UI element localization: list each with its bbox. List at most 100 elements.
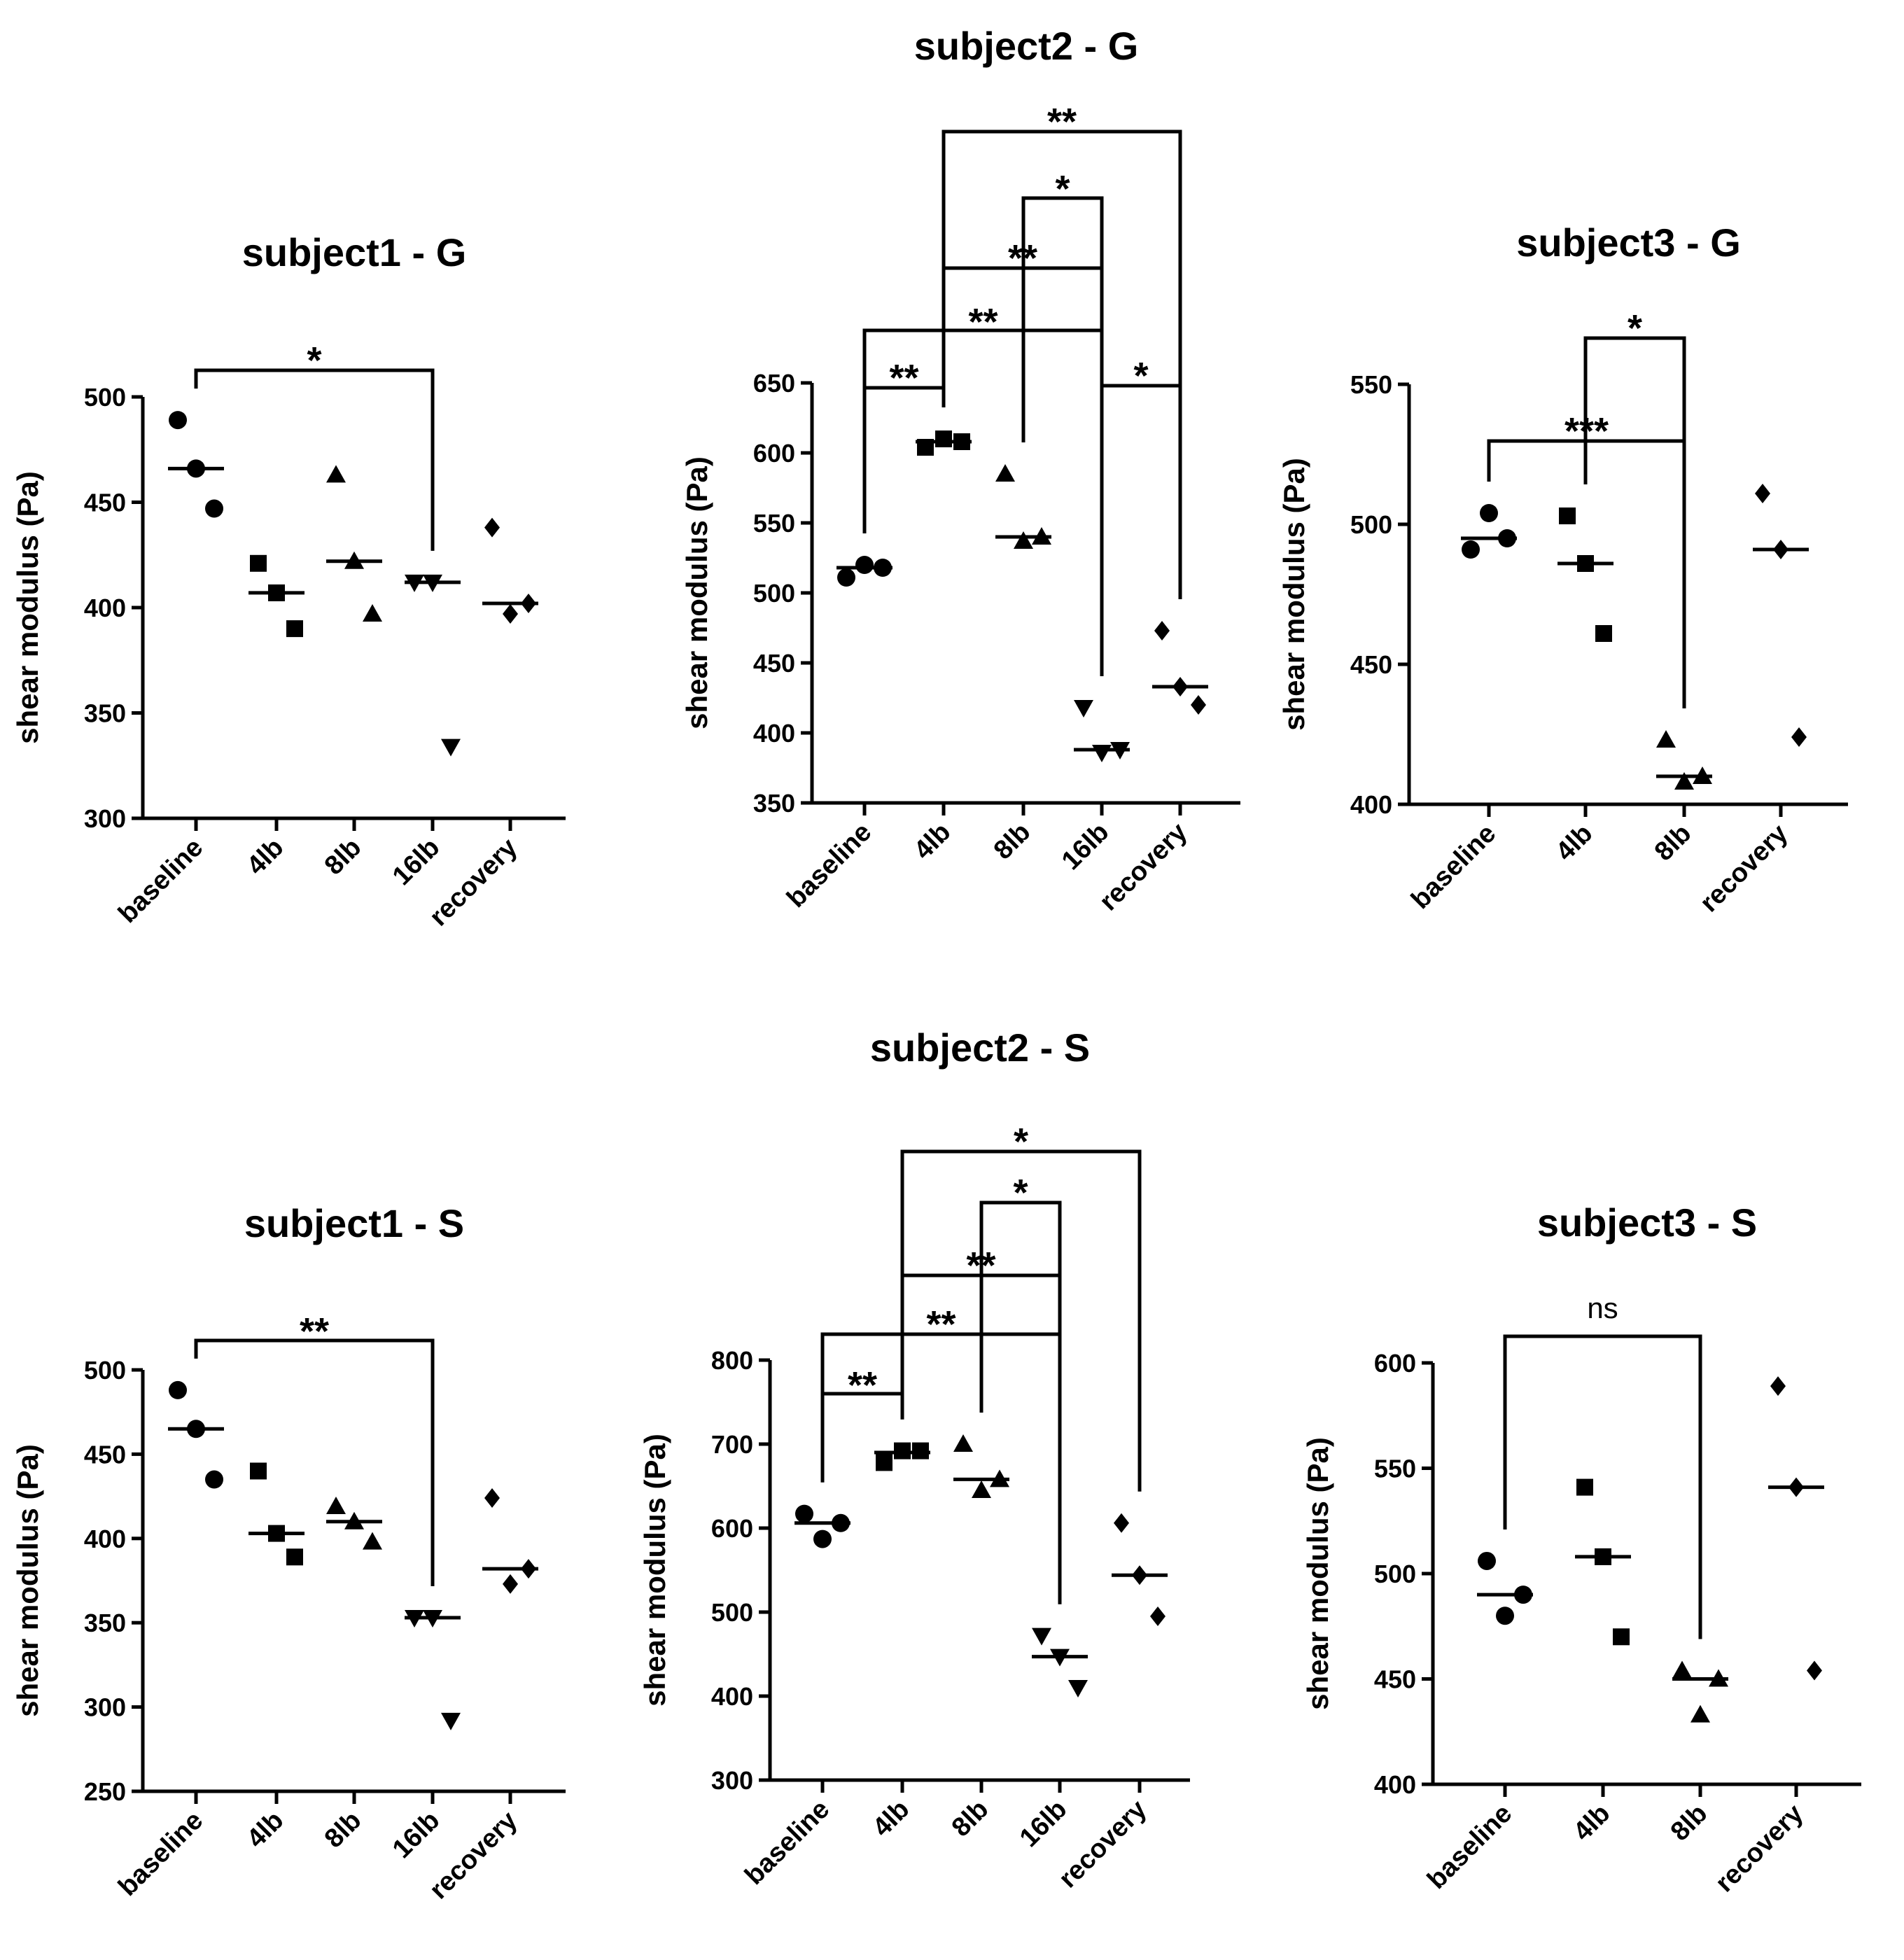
data-point xyxy=(268,1525,285,1542)
data-point xyxy=(995,464,1015,482)
data-point xyxy=(1014,531,1033,549)
significance-bracket xyxy=(1021,196,1104,676)
y-tick-label: 500 xyxy=(84,383,126,412)
data-point xyxy=(1462,540,1480,559)
data-point xyxy=(521,1559,536,1579)
x-tick-label: 4lb xyxy=(909,818,957,866)
y-tick-label: 500 xyxy=(1374,1560,1416,1588)
significance-label: * xyxy=(1013,1172,1028,1214)
data-point xyxy=(363,1532,382,1550)
data-point xyxy=(169,1380,187,1399)
data-point xyxy=(1672,1660,1692,1679)
x-tick-label: 16lb xyxy=(387,833,445,891)
y-tick-label: 400 xyxy=(84,594,126,622)
x-tick-label: baseline xyxy=(113,1806,209,1902)
significance-label: * xyxy=(307,340,321,382)
data-point xyxy=(953,1434,973,1452)
data-point xyxy=(1788,1477,1804,1497)
y-tick-label: 250 xyxy=(84,1777,126,1806)
chart-panel: subject1 - G 300 350 400 450 500 shear modulus… xyxy=(11,230,566,932)
significance-bracket xyxy=(1100,384,1182,676)
data-point xyxy=(953,433,970,450)
chart-panel: subject1 - S 250 300 350 400 450 500 shear modu… xyxy=(11,1201,566,1905)
data-point xyxy=(1032,1628,1051,1646)
y-axis-label: shear modulus (Pa) xyxy=(638,1434,671,1707)
x-tick-label: 8lb xyxy=(988,818,1037,866)
x-tick-label: 4lb xyxy=(1568,1799,1616,1847)
y-tick-label: 500 xyxy=(84,1356,126,1385)
data-point xyxy=(205,1470,223,1489)
data-point xyxy=(169,411,187,430)
data-point xyxy=(423,1609,442,1628)
data-point xyxy=(876,1454,892,1471)
data-point xyxy=(1791,727,1807,747)
y-tick-label: 400 xyxy=(1374,1770,1416,1799)
data-point xyxy=(1191,695,1206,715)
data-point xyxy=(1514,1586,1532,1604)
significance-label: * xyxy=(1628,307,1642,349)
data-point xyxy=(187,1420,205,1438)
x-tick-label: baseline xyxy=(781,818,877,913)
x-tick-label: baseline xyxy=(1422,1799,1518,1895)
data-point xyxy=(795,1504,813,1523)
y-tick-label: 300 xyxy=(711,1766,753,1795)
significance-bracket xyxy=(862,386,946,533)
data-point xyxy=(405,574,424,592)
data-point xyxy=(1498,529,1516,547)
data-point xyxy=(1154,621,1170,640)
y-tick-label: 800 xyxy=(711,1346,753,1375)
y-axis-label: shear modulus (Pa) xyxy=(680,456,713,729)
y-axis-label: shear modulus (Pa) xyxy=(11,1444,44,1717)
y-tick-label: 400 xyxy=(84,1525,126,1553)
chart-title: subject2 - S xyxy=(870,1026,1090,1070)
y-tick-label: 600 xyxy=(711,1514,753,1543)
x-tick-label: 4lb xyxy=(1550,819,1599,867)
data-point xyxy=(326,465,346,483)
data-point xyxy=(935,430,952,447)
y-axis-label: shear modulus (Pa) xyxy=(11,471,44,744)
x-tick-label: recovery xyxy=(1054,1795,1153,1894)
significance-bracket xyxy=(979,1200,1062,1604)
data-point xyxy=(1576,1478,1593,1496)
x-tick-label: baseline xyxy=(1406,819,1502,915)
data-point xyxy=(1074,700,1093,718)
x-tick-label: 4lb xyxy=(241,1806,290,1854)
data-point xyxy=(405,1609,424,1628)
data-point xyxy=(894,1442,911,1460)
y-tick-label: 500 xyxy=(753,579,795,608)
data-point xyxy=(187,459,205,478)
data-point xyxy=(1114,1513,1129,1533)
chart-title: subject2 - G xyxy=(914,24,1139,68)
significance-bracket xyxy=(941,130,1182,599)
x-tick-label: baseline xyxy=(113,833,209,929)
x-tick-label: baseline xyxy=(739,1795,835,1891)
data-point xyxy=(503,1574,518,1594)
data-point xyxy=(344,551,364,569)
y-tick-label: 700 xyxy=(711,1430,753,1459)
significance-label: * xyxy=(1014,1121,1028,1163)
y-tick-label: 350 xyxy=(84,1609,126,1637)
chart-panel: subject2 - G 350 400 450 500 550 600 650 shear m… xyxy=(680,24,1240,916)
chart-title: subject3 - G xyxy=(1516,220,1741,265)
data-point xyxy=(990,1469,1009,1488)
x-tick-label: 16lb xyxy=(387,1806,445,1864)
significance-label: ** xyxy=(848,1364,877,1406)
data-point xyxy=(874,559,892,577)
y-tick-label: 350 xyxy=(753,789,795,818)
data-point xyxy=(484,517,500,538)
x-tick-label: 16lb xyxy=(1014,1795,1072,1853)
data-point xyxy=(503,604,518,624)
data-point xyxy=(1172,677,1188,696)
data-point xyxy=(423,574,442,592)
data-point xyxy=(1773,540,1788,559)
data-point xyxy=(344,1511,364,1530)
data-point xyxy=(1092,745,1112,762)
data-point xyxy=(1032,527,1051,545)
data-point xyxy=(1613,1628,1630,1646)
significance-label: ** xyxy=(300,1310,329,1352)
x-tick-label: recovery xyxy=(1710,1799,1809,1898)
y-tick-label: 450 xyxy=(84,489,126,517)
x-tick-label: 16lb xyxy=(1056,818,1114,876)
data-point xyxy=(286,620,303,638)
